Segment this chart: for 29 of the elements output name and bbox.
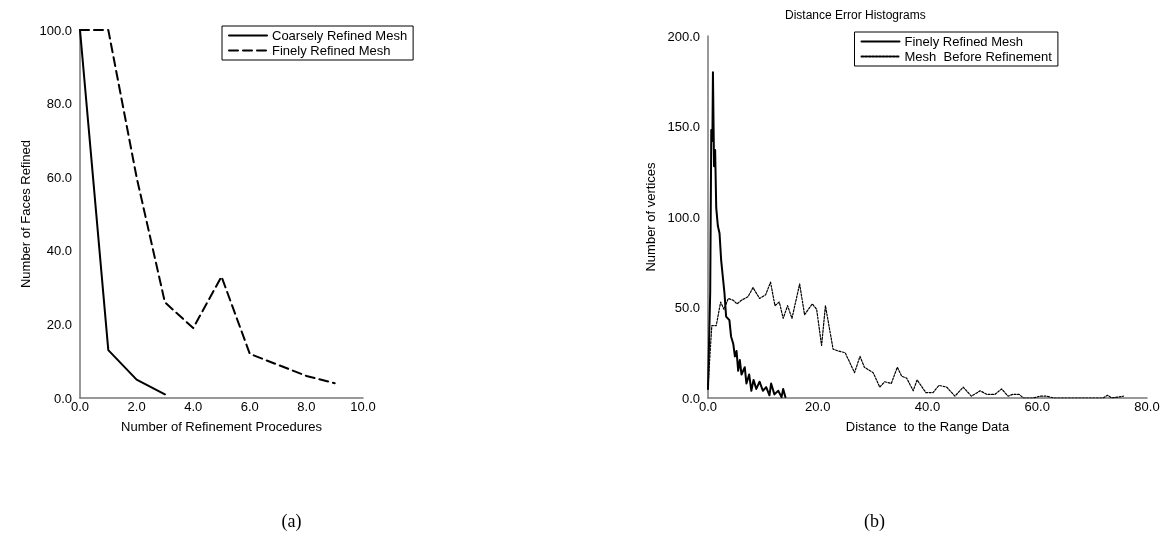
- x-tick-label: 10.0: [350, 399, 376, 414]
- y-tick-label: 100.0: [667, 209, 700, 225]
- x-tick-label: 4.0: [184, 399, 203, 414]
- y-tick-label: 40.0: [46, 243, 72, 259]
- x-tick-label: 8.0: [297, 399, 316, 414]
- x-tick-label: 2.0: [127, 399, 146, 414]
- legend-label: Coarsely Refined Mesh: [272, 28, 408, 43]
- x-axis-title: Number of Refinement Procedures: [121, 419, 323, 434]
- x-tick-label: 80.0: [1134, 399, 1160, 414]
- x-tick-label: 60.0: [1024, 399, 1050, 414]
- y-tick-label: 200.0: [667, 28, 700, 44]
- y-tick-label: 150.0: [667, 119, 700, 134]
- x-tick-label: 6.0: [240, 399, 259, 414]
- x-axis-title: Distance to the Range Data: [845, 419, 1010, 434]
- x-tick-label: 20.0: [805, 399, 831, 414]
- legend-label: Finely Refined Mesh: [904, 34, 1023, 49]
- text: (b): [864, 511, 886, 532]
- y-tick-label: 100.0: [39, 22, 72, 38]
- y-axis-title: Number of Faces Refined: [18, 139, 33, 289]
- y-tick-label: 50.0: [674, 300, 700, 315]
- y-tick-label: 20.0: [46, 316, 72, 332]
- y-tick-label: 60.0: [46, 169, 72, 185]
- text: (a): [281, 511, 302, 532]
- y-axis-title: Number of vertices: [642, 161, 658, 272]
- x-tick-label: 40.0: [914, 399, 941, 414]
- legend-label: Mesh Before Refinement: [904, 49, 1053, 64]
- y-tick-label: 80.0: [46, 96, 72, 112]
- legend-label: Finely Refined Mesh: [272, 43, 391, 58]
- chart-title: Distance Error Histograms: [785, 8, 926, 22]
